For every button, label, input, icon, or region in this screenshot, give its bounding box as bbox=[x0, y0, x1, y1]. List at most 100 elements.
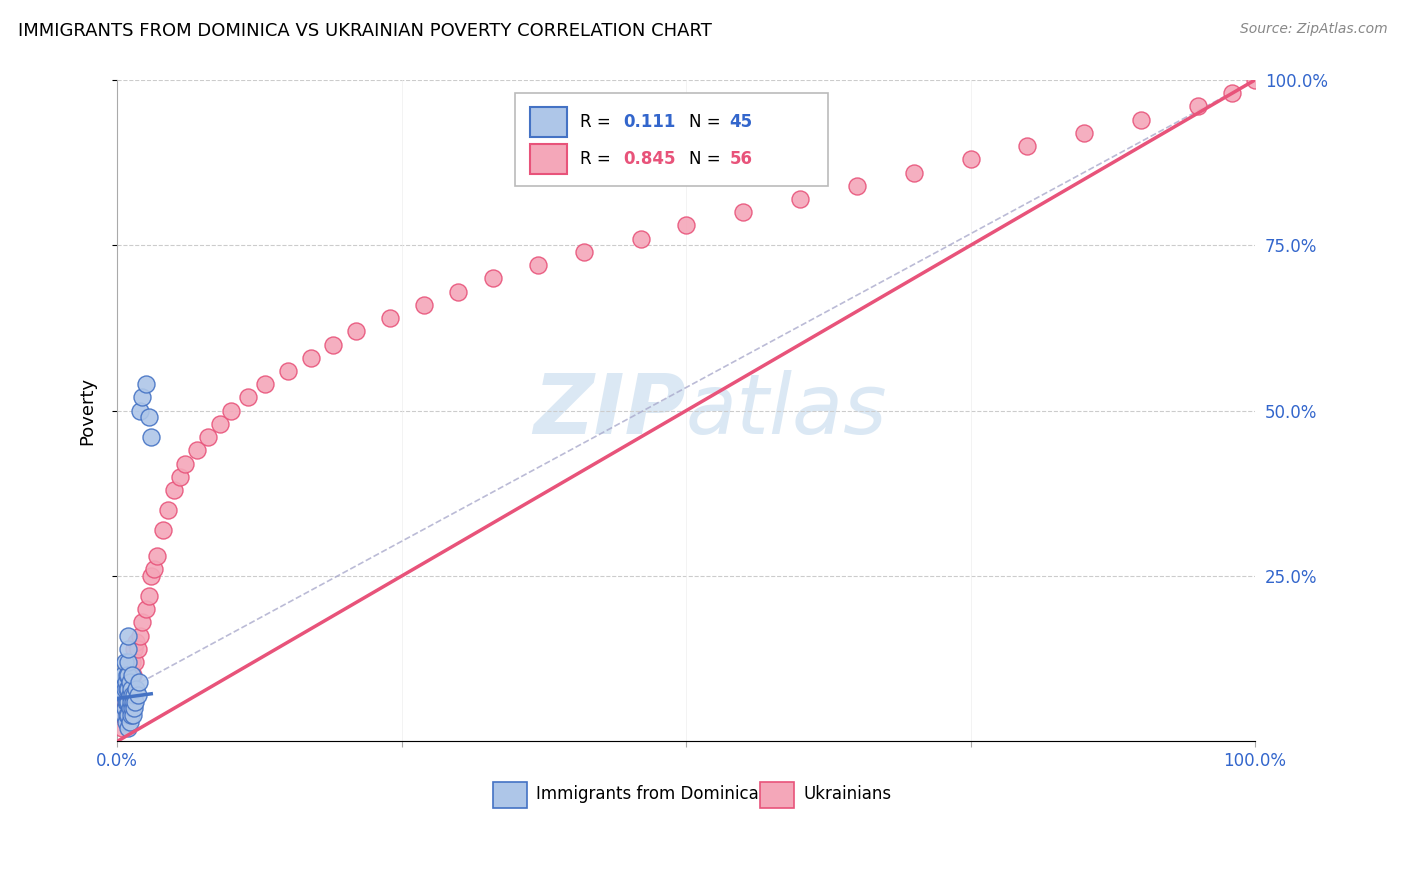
Point bbox=[120, 695, 142, 709]
Point bbox=[141, 569, 163, 583]
Point bbox=[111, 668, 134, 682]
Point bbox=[197, 430, 219, 444]
Point bbox=[731, 205, 754, 219]
Point bbox=[527, 258, 550, 272]
Point bbox=[114, 681, 136, 696]
FancyBboxPatch shape bbox=[530, 145, 567, 174]
Point bbox=[124, 655, 146, 669]
FancyBboxPatch shape bbox=[492, 782, 527, 807]
Point bbox=[117, 655, 139, 669]
Point bbox=[1244, 73, 1267, 87]
Point bbox=[111, 721, 134, 735]
Text: Source: ZipAtlas.com: Source: ZipAtlas.com bbox=[1240, 22, 1388, 37]
Point bbox=[157, 503, 180, 517]
Text: N =: N = bbox=[689, 112, 727, 130]
Point bbox=[125, 635, 148, 649]
Point bbox=[115, 674, 138, 689]
Point bbox=[138, 589, 160, 603]
Point bbox=[277, 364, 299, 378]
FancyBboxPatch shape bbox=[530, 107, 567, 136]
Point bbox=[1017, 139, 1039, 153]
Point bbox=[122, 668, 145, 682]
Point bbox=[117, 674, 139, 689]
FancyBboxPatch shape bbox=[516, 93, 828, 186]
Point bbox=[118, 668, 141, 682]
Point bbox=[208, 417, 231, 431]
Point bbox=[219, 403, 242, 417]
Point bbox=[114, 701, 136, 715]
Point bbox=[845, 178, 868, 193]
Point bbox=[141, 430, 163, 444]
Point bbox=[111, 681, 134, 696]
Text: 56: 56 bbox=[730, 151, 752, 169]
Point bbox=[118, 674, 141, 689]
Point bbox=[122, 708, 145, 723]
Point bbox=[146, 549, 169, 564]
Point bbox=[117, 681, 139, 696]
Point bbox=[163, 483, 186, 497]
Point bbox=[112, 708, 135, 723]
Point bbox=[120, 681, 142, 696]
Point bbox=[1130, 112, 1153, 127]
Text: IMMIGRANTS FROM DOMINICA VS UKRAINIAN POVERTY CORRELATION CHART: IMMIGRANTS FROM DOMINICA VS UKRAINIAN PO… bbox=[18, 22, 713, 40]
Point bbox=[122, 688, 145, 702]
Point bbox=[1187, 99, 1209, 113]
Point bbox=[447, 285, 470, 299]
Point bbox=[299, 351, 322, 365]
Text: Ukrainians: Ukrainians bbox=[803, 785, 891, 804]
Point bbox=[125, 681, 148, 696]
Point bbox=[142, 562, 165, 576]
Point bbox=[236, 391, 259, 405]
Point bbox=[253, 377, 276, 392]
Point bbox=[152, 523, 174, 537]
Point bbox=[124, 695, 146, 709]
Point bbox=[127, 688, 149, 702]
Point bbox=[118, 701, 141, 715]
Point bbox=[117, 681, 139, 696]
Point bbox=[413, 298, 436, 312]
Point bbox=[115, 681, 138, 696]
Point bbox=[322, 337, 344, 351]
Point bbox=[789, 192, 811, 206]
Point bbox=[117, 641, 139, 656]
Point bbox=[118, 714, 141, 729]
Point bbox=[572, 244, 595, 259]
Point bbox=[120, 681, 142, 696]
Point bbox=[481, 271, 503, 285]
Point bbox=[117, 695, 139, 709]
Point bbox=[118, 688, 141, 702]
Point bbox=[903, 165, 925, 179]
Point bbox=[117, 708, 139, 723]
Point bbox=[186, 443, 208, 458]
Point bbox=[122, 695, 145, 709]
Point bbox=[630, 232, 652, 246]
Point bbox=[121, 668, 143, 682]
Point bbox=[121, 701, 143, 715]
Point bbox=[117, 721, 139, 735]
Text: 0.845: 0.845 bbox=[623, 151, 676, 169]
Point bbox=[112, 688, 135, 702]
Point bbox=[380, 311, 402, 326]
Point bbox=[117, 668, 139, 682]
Point bbox=[344, 324, 367, 338]
Point bbox=[959, 153, 981, 167]
Point bbox=[174, 457, 197, 471]
Text: R =: R = bbox=[581, 112, 616, 130]
Point bbox=[121, 655, 143, 669]
Point bbox=[112, 695, 135, 709]
Point bbox=[128, 674, 150, 689]
Point bbox=[128, 403, 150, 417]
Point bbox=[1073, 126, 1095, 140]
Point bbox=[135, 602, 157, 616]
Point bbox=[114, 701, 136, 715]
Point bbox=[117, 629, 139, 643]
Point bbox=[115, 695, 138, 709]
Point bbox=[169, 470, 191, 484]
Y-axis label: Poverty: Poverty bbox=[79, 376, 96, 445]
Point bbox=[117, 695, 139, 709]
Text: 0.111: 0.111 bbox=[623, 112, 676, 130]
Point bbox=[128, 629, 150, 643]
Point bbox=[1220, 86, 1243, 100]
Point bbox=[138, 410, 160, 425]
Text: R =: R = bbox=[581, 151, 616, 169]
